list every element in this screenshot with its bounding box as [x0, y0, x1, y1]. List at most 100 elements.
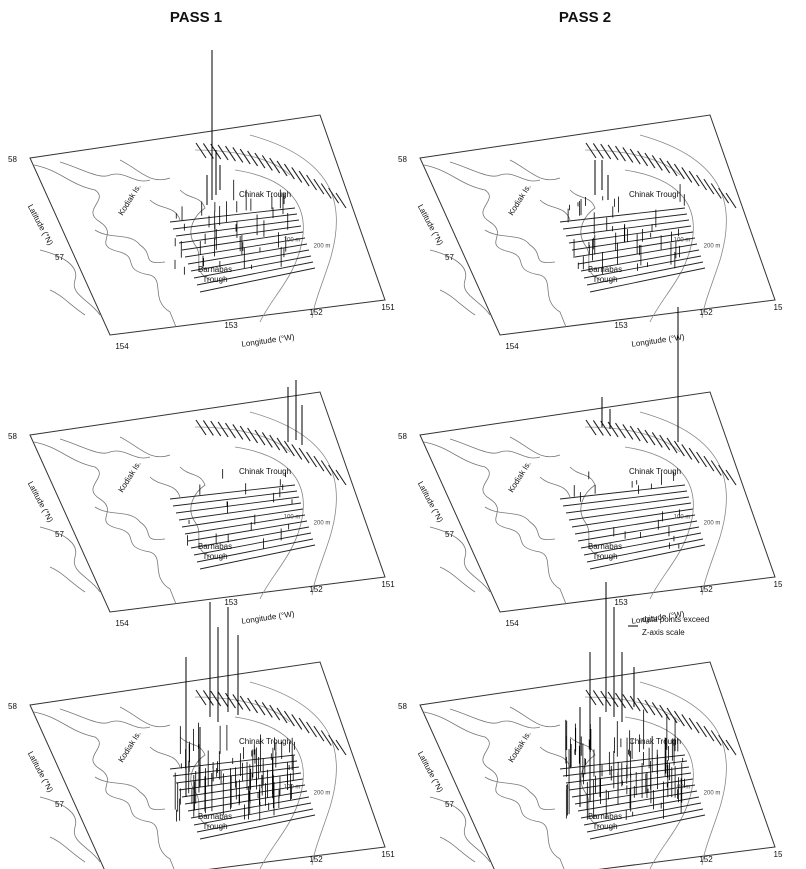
transect [565, 766, 690, 784]
transect [169, 207, 296, 223]
latitude-axis-label: Latitude (°N) [26, 750, 55, 794]
transect [193, 532, 312, 556]
trough-label: Chinak Trough [239, 467, 291, 476]
transect [232, 424, 244, 440]
coastline [59, 436, 171, 459]
transect [718, 464, 730, 481]
longitude-tick: 153 [614, 598, 628, 607]
transect [615, 422, 626, 439]
transect [725, 192, 737, 209]
depth-contour [624, 169, 694, 323]
transect [175, 219, 300, 237]
island-label: Kodiak Is. [507, 730, 533, 765]
trough-label: Barnabas [198, 542, 232, 551]
depth-contour [234, 446, 304, 600]
transect [629, 148, 641, 165]
longitude-tick: 154 [505, 342, 519, 351]
transect [291, 167, 303, 183]
transect [172, 213, 298, 230]
transect [586, 808, 704, 833]
transect [210, 690, 222, 707]
transect [659, 704, 671, 721]
transect [225, 145, 236, 162]
longitude-tick: 153 [224, 321, 238, 330]
transect [335, 469, 347, 486]
transect [199, 814, 316, 840]
trough-label: Trough [592, 275, 617, 284]
coastline [569, 466, 601, 558]
latitude-tick: 58 [398, 432, 407, 441]
coastline [33, 441, 177, 605]
transect [718, 187, 730, 204]
transect [589, 267, 706, 293]
depth-contour [234, 169, 304, 323]
contour-label: 200 m [314, 521, 331, 527]
contour-label: 200 m [314, 791, 331, 797]
transect [622, 694, 634, 710]
coastline [449, 706, 561, 729]
transect [571, 508, 694, 528]
transect [184, 237, 306, 258]
transect [562, 213, 688, 230]
coastline [484, 476, 571, 540]
transect [586, 538, 704, 563]
transect [181, 778, 304, 798]
transect [225, 422, 236, 439]
coastline [423, 441, 567, 605]
transect [169, 484, 296, 500]
coastline [484, 199, 571, 263]
coastline [179, 466, 211, 558]
trough-label: Barnabas [198, 812, 232, 821]
transect [681, 444, 693, 460]
transect [247, 150, 259, 167]
transect [298, 170, 310, 187]
transect [210, 420, 222, 437]
depth-contour [249, 134, 337, 319]
trough-label: Trough [202, 275, 227, 284]
longitude-tick: 152 [309, 855, 323, 864]
trough-label: Chinak Trough [629, 190, 681, 199]
depth-contour [639, 134, 727, 319]
transect [703, 178, 715, 195]
transect [710, 183, 722, 199]
transect [335, 739, 347, 756]
longitude-tick: 151 [381, 580, 395, 589]
coastline [94, 476, 181, 540]
transect [313, 455, 325, 472]
coastline [179, 189, 211, 281]
transect [187, 790, 308, 812]
depth-contour [249, 411, 337, 596]
transect [196, 808, 314, 833]
transect [217, 691, 229, 708]
transect [585, 689, 597, 706]
latitude-tick: 57 [55, 530, 64, 539]
transect [306, 451, 317, 468]
transect [659, 157, 671, 174]
map-frame [29, 661, 386, 869]
latitude-tick: 58 [8, 155, 17, 164]
transect [688, 717, 700, 734]
transect [637, 150, 649, 167]
column-title: PASS 1 [170, 9, 222, 26]
transect [562, 760, 688, 777]
coastline [33, 711, 175, 869]
transect [725, 739, 737, 756]
map-frame [419, 114, 776, 336]
transect [622, 147, 634, 163]
transect [187, 520, 308, 542]
transect [232, 147, 244, 163]
transect [666, 707, 678, 724]
trough-label: Barnabas [588, 542, 622, 551]
transect [580, 526, 700, 549]
transect [261, 432, 273, 448]
transect [688, 447, 700, 464]
trough-label: Chinak Trough [239, 190, 291, 199]
longitude-tick: 152 [699, 585, 713, 594]
depth-contour [234, 716, 304, 869]
transect [666, 437, 678, 454]
contour-label: 100 m [674, 785, 691, 791]
coastline [449, 159, 561, 182]
transect [172, 760, 298, 777]
